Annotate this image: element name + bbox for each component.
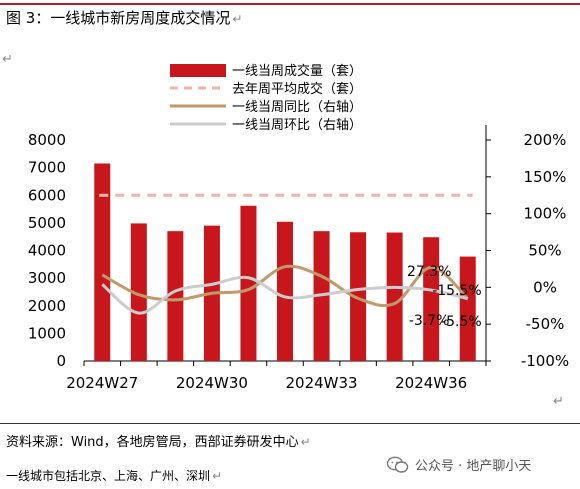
bar bbox=[459, 256, 476, 361]
right-tick-label: -50% bbox=[526, 315, 565, 333]
footnote-text: 一线城市包括北京、上海、广州、深圳 bbox=[6, 469, 211, 483]
bar bbox=[277, 221, 293, 361]
left-tick-label: 6000 bbox=[28, 186, 66, 204]
data-label: 27.3% bbox=[407, 264, 451, 280]
wow-line bbox=[101, 275, 469, 315]
bar bbox=[423, 237, 440, 361]
data-label: -3.7% bbox=[409, 313, 450, 329]
left-tick-label: 2000 bbox=[28, 297, 66, 315]
legend-label: 一线当周环比（右轴） bbox=[232, 118, 362, 133]
left-tick-label: 5000 bbox=[28, 214, 66, 232]
left-tick-label: 3000 bbox=[28, 269, 66, 287]
return-mark-icon: ↵ bbox=[2, 52, 13, 67]
chart: 一线当周成交量（套） 去年周平均成交（套） 一线当周同比（右轴） 一线当周环比（右轴）… bbox=[28, 63, 569, 392]
bar bbox=[240, 205, 257, 361]
bar-series bbox=[94, 163, 476, 361]
data-label: -15.5% bbox=[432, 283, 482, 299]
left-tick-label: 7000 bbox=[28, 159, 66, 177]
right-tick-label: 0% bbox=[533, 278, 557, 296]
wechat-icon bbox=[387, 456, 409, 473]
left-tick-label: 1000 bbox=[28, 324, 66, 342]
x-tick-label: 2024W36 bbox=[395, 374, 467, 392]
right-tick-label: 50% bbox=[528, 242, 561, 260]
return-mark-icon: ↵ bbox=[300, 435, 311, 449]
bottom-rule bbox=[0, 423, 580, 424]
legend-label: 一线当周同比（右轴） bbox=[232, 100, 362, 115]
data-label: -5.5% bbox=[441, 314, 482, 330]
left-tick-label: 4000 bbox=[28, 242, 66, 260]
return-mark-icon: ↵ bbox=[553, 394, 564, 409]
footnote: 一线城市包括北京、上海、广州、深圳 ↵ bbox=[6, 467, 222, 484]
line-series bbox=[99, 193, 473, 315]
x-tick-label: 2024W27 bbox=[66, 374, 138, 392]
bar bbox=[94, 163, 111, 361]
left-tick-label: 8000 bbox=[28, 131, 66, 149]
return-mark-icon: ↵ bbox=[232, 12, 243, 26]
figure-title-text: 图 3：一线城市新房周度成交情况 bbox=[6, 9, 231, 27]
bar bbox=[350, 232, 367, 361]
right-tick-label: 200% bbox=[524, 131, 567, 149]
source-text: 资料来源：Wind，各地房管局，西部证券研发中心 bbox=[6, 435, 299, 450]
legend: 一线当周成交量（套） 去年周平均成交（套） 一线当周同比（右轴） 一线当周环比（右轴） bbox=[170, 63, 362, 133]
right-tick-label: 150% bbox=[524, 168, 567, 186]
source-note: 资料来源：Wind，各地房管局，西部证券研发中心 ↵ bbox=[6, 431, 311, 450]
return-mark-icon: ↵ bbox=[212, 469, 223, 483]
left-tick-label: 0 bbox=[56, 352, 66, 370]
x-tick-label: 2024W33 bbox=[285, 374, 357, 392]
legend-swatch-bar bbox=[170, 64, 226, 77]
legend-label: 一线当周成交量（套） bbox=[232, 63, 362, 79]
axes: 0 1000 2000 3000 4000 5000 6000 7000 8000 -100% -5… bbox=[28, 125, 569, 392]
legend-label: 去年周平均成交（套） bbox=[232, 81, 362, 97]
bar bbox=[386, 232, 403, 361]
bar bbox=[130, 223, 147, 361]
x-tick-label: 2024W30 bbox=[176, 374, 248, 392]
right-tick-label: -100% bbox=[521, 352, 569, 370]
watermark-text: 公众号 · 地产聊小天 bbox=[415, 459, 532, 474]
watermark: 公众号 · 地产聊小天 bbox=[387, 455, 531, 474]
right-tick-label: 100% bbox=[524, 205, 567, 223]
title-rule bbox=[0, 3, 580, 5]
data-labels: -15.5% 27.3% -5.5%-3.7% bbox=[407, 264, 482, 330]
figure-title: 图 3：一线城市新房周度成交情况 ↵ bbox=[6, 7, 242, 28]
bar bbox=[167, 231, 184, 361]
